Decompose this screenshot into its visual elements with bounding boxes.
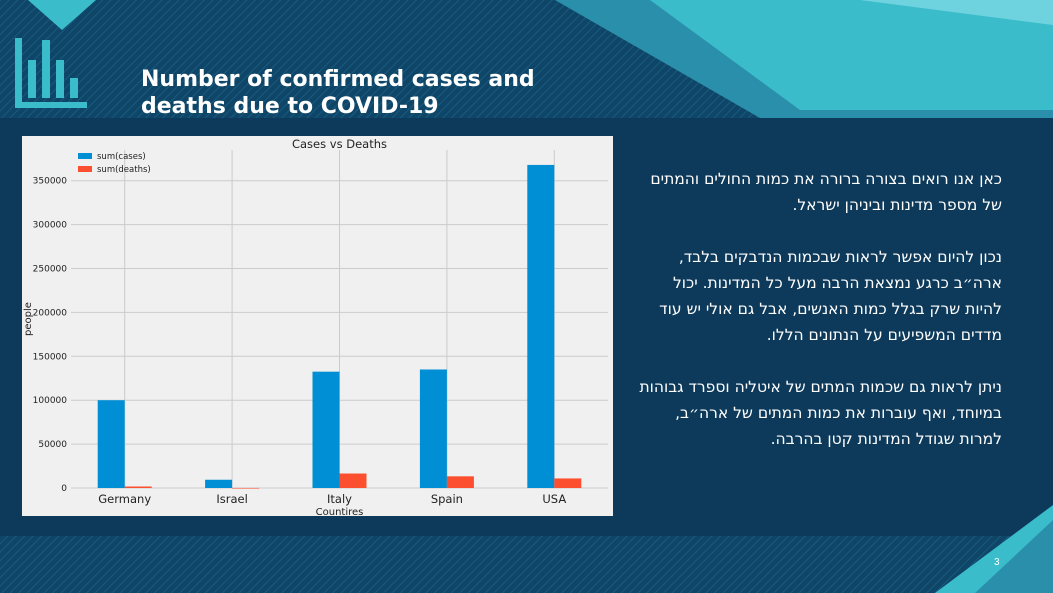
x-axis-label: Countires xyxy=(316,507,364,516)
cases-vs-deaths-chart: 0 50000 100000 150000 200000 250000 300000 3500… xyxy=(23,137,608,516)
bar-sum(cases) xyxy=(419,369,447,488)
bar-sum(deaths) xyxy=(232,487,260,489)
bar-sum(cases) xyxy=(205,479,233,488)
bar-sum(deaths) xyxy=(554,478,582,488)
y-axis-label: people xyxy=(23,302,34,336)
y-tick-label: 250000 xyxy=(33,265,68,275)
page-number: 3 xyxy=(994,557,1000,568)
y-tick-label: 300000 xyxy=(33,221,68,231)
slide-title-line2: deaths due to COVID-19 xyxy=(141,94,439,119)
description-paragraph-3: ניתן לראות גם שכמות המתים של איטליה וספר… xyxy=(639,378,1002,448)
bar-sum(deaths) xyxy=(124,486,152,488)
x-tick-label: Germany xyxy=(98,492,151,506)
description-paragraph-2: נכון להיום אפשר לראות שבכמות הנדבקים בלב… xyxy=(659,248,1002,344)
bar-sum(cases) xyxy=(312,371,340,488)
x-tick-label: Israel xyxy=(216,492,247,506)
legend-label: sum(cases) xyxy=(97,152,146,162)
slide-title: Number of confirmed cases and deaths due… xyxy=(141,66,535,120)
x-tick-label: Spain xyxy=(431,492,463,506)
description-paragraph-1: כאן אנו רואים בצורה ברורה את כמות החולים… xyxy=(650,170,1002,214)
y-tick-label: 0 xyxy=(61,484,67,494)
bar-chart-logo-icon xyxy=(15,38,87,108)
slide-title-line1: Number of confirmed cases and xyxy=(141,67,535,92)
chart-title: Cases vs Deaths xyxy=(292,137,387,151)
bar-sum(deaths) xyxy=(339,473,367,488)
bar-sum(cases) xyxy=(97,400,125,488)
bar-sum(deaths) xyxy=(446,476,474,488)
x-tick-label: Italy xyxy=(327,492,352,506)
chart-panel: 0 50000 100000 150000 200000 250000 300000 3500… xyxy=(22,136,613,516)
bar-sum(cases) xyxy=(527,164,555,488)
x-tick-label: USA xyxy=(542,492,566,506)
y-tick-label: 50000 xyxy=(38,440,67,450)
y-tick-label: 100000 xyxy=(33,396,68,406)
y-tick-label: 350000 xyxy=(33,177,68,187)
y-tick-label: 200000 xyxy=(33,308,68,318)
legend-swatch xyxy=(78,153,92,159)
description-text: כאן אנו רואים בצורה ברורה את כמות החולים… xyxy=(632,166,1002,478)
y-tick-label: 150000 xyxy=(33,352,68,362)
legend-label: sum(deaths) xyxy=(97,165,151,175)
legend-swatch xyxy=(78,166,92,172)
